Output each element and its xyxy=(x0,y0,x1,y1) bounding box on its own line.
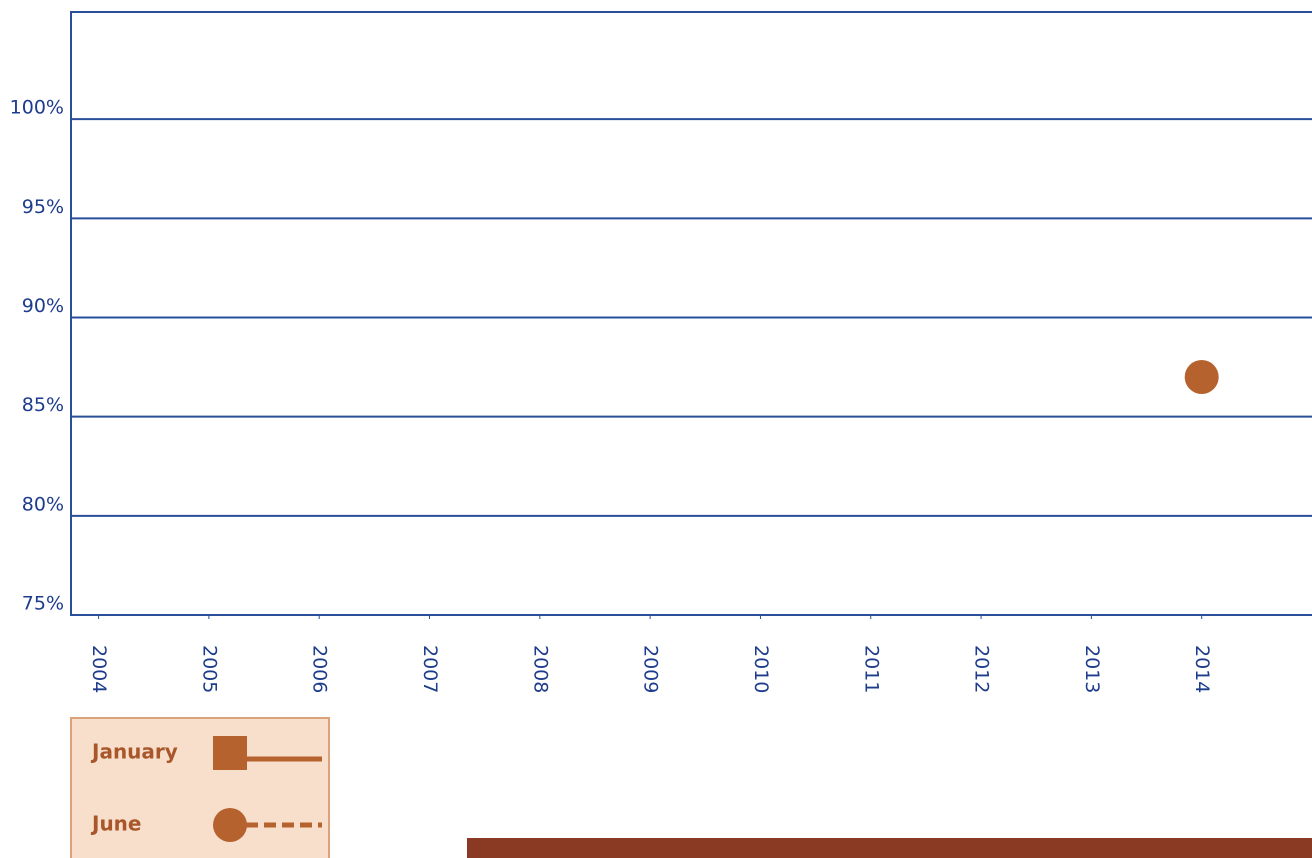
data-point xyxy=(1184,360,1219,394)
x-tick-label: 2005 xyxy=(198,645,220,693)
x-tick-label: 2013 xyxy=(1081,645,1103,693)
decorative-bar xyxy=(467,838,1312,858)
y-tick-label: 75% xyxy=(22,593,64,615)
y-tick-label: 80% xyxy=(22,493,64,515)
x-tick-label: 2006 xyxy=(309,645,331,693)
x-tick-label: 2004 xyxy=(88,645,110,693)
x-tick-label: 2011 xyxy=(860,645,882,693)
legend-box xyxy=(70,717,330,858)
y-tick-label: 95% xyxy=(22,196,64,218)
x-tick-label: 2007 xyxy=(419,645,441,693)
y-tick-label: 90% xyxy=(22,295,64,317)
x-tick-label: 2010 xyxy=(750,645,772,693)
legend-label: January xyxy=(90,740,178,764)
y-tick-label: 85% xyxy=(22,394,64,416)
y-tick-label: 100% xyxy=(10,97,64,119)
x-tick-label: 2014 xyxy=(1191,645,1213,693)
legend-label: June xyxy=(90,812,141,836)
x-tick-label: 2009 xyxy=(640,645,662,693)
legend-marker xyxy=(213,808,247,842)
legend-marker xyxy=(213,736,247,770)
x-tick-label: 2008 xyxy=(529,645,551,693)
x-tick-label: 2012 xyxy=(971,645,993,693)
